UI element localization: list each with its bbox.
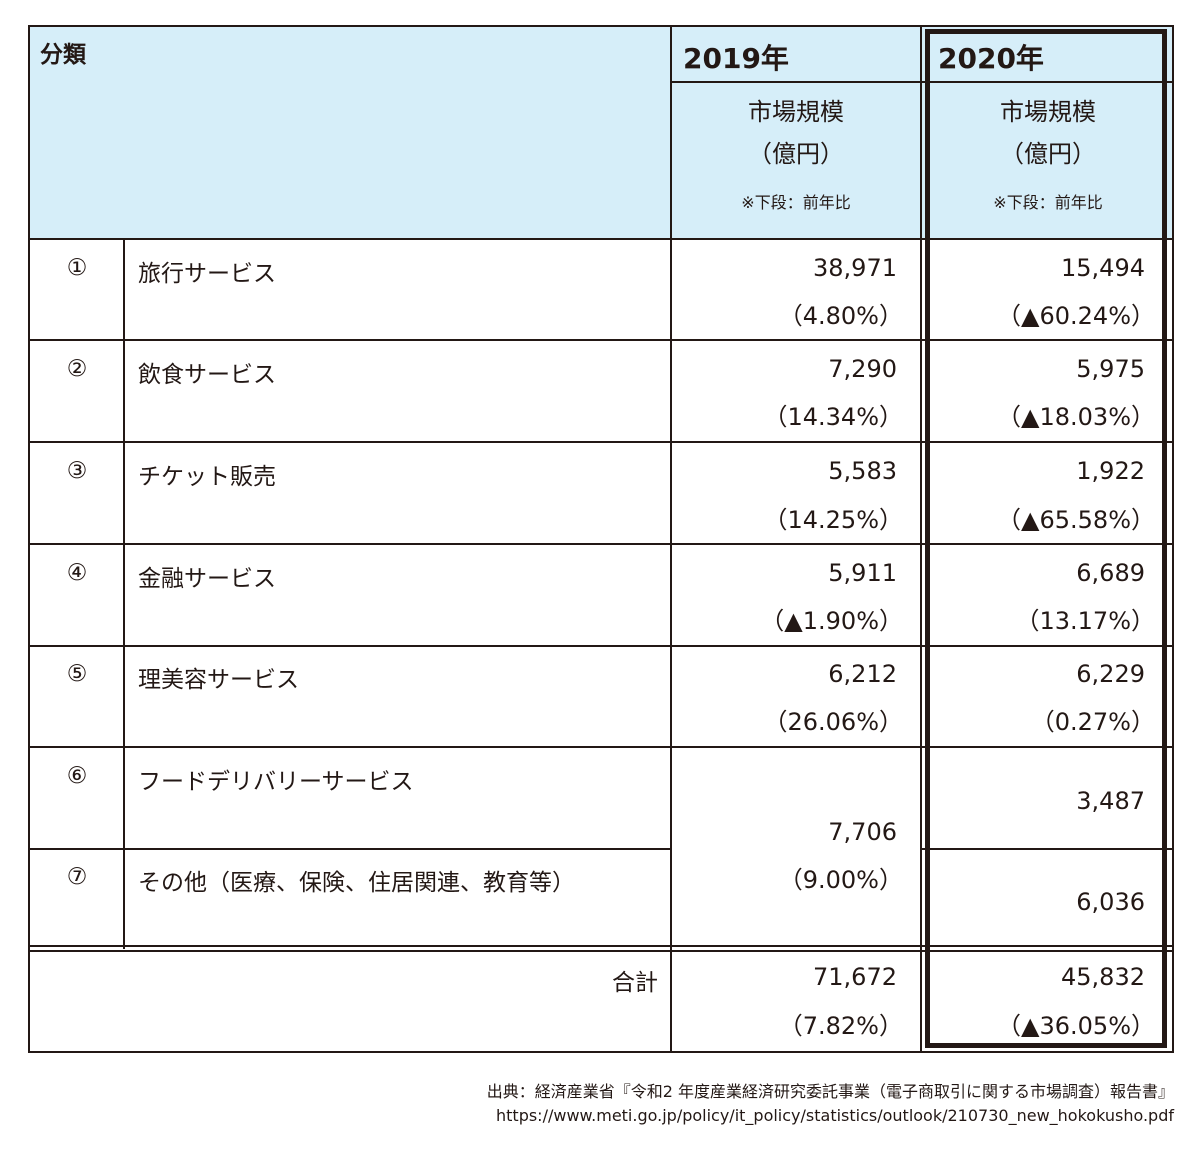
row-number: ⑥: [66, 763, 88, 789]
grid-line: [28, 441, 1174, 443]
row-number: ⑤: [66, 661, 88, 687]
grid-line: [28, 25, 30, 1053]
row-number: ④: [66, 560, 88, 586]
note-2019: ※下段：前年比: [741, 193, 851, 212]
source-citation: 出典：経済産業省『令和2 年度産業経済研究委託事業（電子商取引に関する市場調査）…: [486, 1082, 1174, 1101]
row-number: ③: [66, 458, 88, 484]
grid-line: [28, 25, 1174, 27]
grid-line: [123, 239, 125, 949]
metric-2020-line1: 市場規模: [1000, 98, 1096, 126]
metric-2020-label: 市場規模 （億円）: [923, 91, 1173, 175]
grid-line: [921, 848, 1174, 850]
value-2019: 5,583: [828, 457, 897, 485]
row-category-name: チケット販売: [138, 464, 276, 490]
pct-2019: （26.06%）: [763, 708, 903, 736]
total-value-2020: 45,832: [1061, 963, 1145, 991]
category-header: 分類: [40, 42, 86, 68]
pct-2020: （▲18.03%）: [997, 403, 1155, 431]
row-number: ⑦: [66, 864, 88, 890]
pct-2019: （14.34%）: [763, 403, 903, 431]
table-header: [28, 25, 1174, 239]
grid-line: [28, 1051, 1174, 1053]
value-2019: 5,911: [828, 559, 897, 587]
grid-line: [28, 945, 1174, 947]
market-size-table: 分類 2019年 2020年 市場規模 （億円） ※下段：前年比 市場規模 （億…: [28, 25, 1174, 1053]
row-category-name: フードデリバリーサービス: [138, 769, 414, 795]
metric-2019-line2: （億円）: [748, 140, 844, 168]
row-category-name: 旅行サービス: [138, 261, 276, 287]
value-2020: 3,487: [1076, 787, 1145, 815]
pct-2020: （13.17%）: [1015, 607, 1155, 635]
grid-line: [670, 25, 672, 1053]
row-category-name: 理美容サービス: [138, 667, 299, 693]
value-2020: 6,229: [1076, 660, 1145, 688]
metric-2020-line2: （億円）: [1000, 140, 1096, 168]
value-2020: 6,036: [1076, 888, 1145, 916]
grid-line: [28, 543, 1174, 545]
grid-line: [28, 848, 671, 850]
pct-2019: （▲1.90%）: [760, 607, 903, 635]
grid-line: [28, 339, 1174, 341]
note-2020: ※下段：前年比: [993, 193, 1103, 212]
source-url: https://www.meti.go.jp/policy/it_policy/…: [496, 1106, 1174, 1125]
grid-line: [28, 746, 1174, 748]
row-number: ②: [66, 356, 88, 382]
value-2019: 7,290: [828, 355, 897, 383]
grid-line: [920, 25, 922, 1053]
value-2019: 6,212: [828, 660, 897, 688]
value-2020: 15,494: [1061, 254, 1145, 282]
grid-line: [28, 645, 1174, 647]
metric-2019-line1: 市場規模: [748, 98, 844, 126]
year-2019-header: 2019年: [683, 42, 789, 75]
pct-2020: （▲60.24%）: [997, 302, 1155, 330]
value-2020: 6,689: [1076, 559, 1145, 587]
row-category-name: 金融サービス: [138, 566, 276, 592]
pct-2019: （14.25%）: [763, 506, 903, 534]
value-2020: 1,922: [1076, 457, 1145, 485]
merged-value-2019: 7,706: [828, 818, 897, 846]
value-2020: 5,975: [1076, 355, 1145, 383]
pct-2020: （0.27%）: [1030, 708, 1155, 736]
year-2020-header: 2020年: [938, 42, 1044, 75]
total-pct-2020: （▲36.05%）: [997, 1012, 1155, 1040]
pct-2019: （4.80%）: [778, 302, 903, 330]
total-label: 合計: [612, 970, 658, 996]
metric-2019-label: 市場規模 （億円）: [671, 91, 921, 175]
grid-line: [1172, 25, 1174, 1053]
total-pct-2019: （7.82%）: [778, 1012, 903, 1040]
total-value-2019: 71,672: [813, 963, 897, 991]
pct-2020: （▲65.58%）: [997, 506, 1155, 534]
grid-line: [28, 238, 1174, 240]
grid-line: [670, 81, 1174, 83]
row-category-name: その他（医療、保険、住居関連、教育等）: [138, 870, 575, 896]
merged-pct-2019: （9.00%）: [778, 866, 903, 894]
grid-line: [28, 950, 1174, 952]
row-number: ①: [66, 255, 88, 281]
value-2019: 38,971: [813, 254, 897, 282]
row-category-name: 飲食サービス: [138, 362, 276, 388]
